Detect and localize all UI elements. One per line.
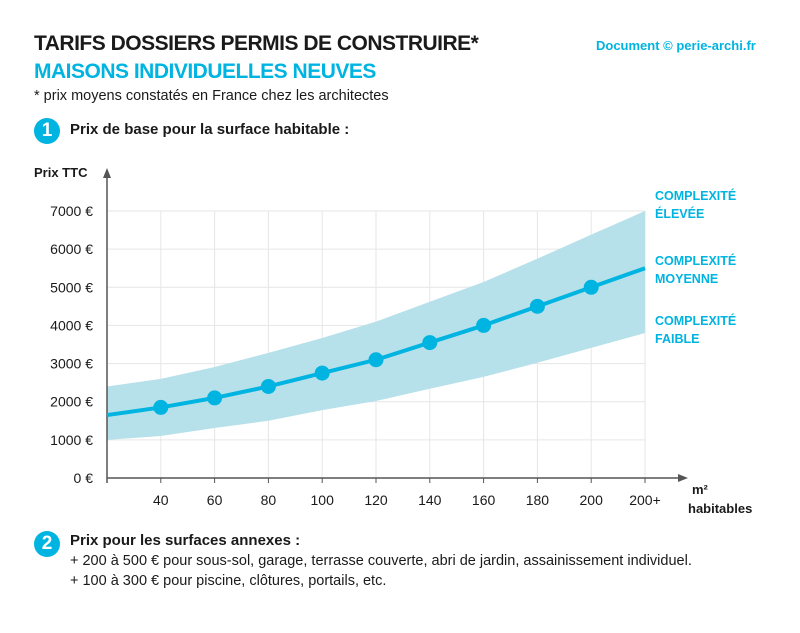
y-tick-label: 7000 €: [50, 203, 93, 219]
x-axis-arrow: [678, 474, 688, 482]
data-point: [368, 352, 384, 368]
complexity-range-band: [107, 211, 645, 440]
x-tick-label: 180: [526, 492, 550, 508]
label-complexite-moyenne: MOYENNE: [655, 272, 718, 286]
section-heading: Prix de base pour la surface habitable :: [70, 121, 350, 138]
credit: Document © perie-archi.fr: [596, 38, 756, 53]
y-axis-label: Prix TTC: [34, 165, 88, 180]
x-tick-label: 80: [261, 492, 277, 508]
data-point: [422, 335, 438, 351]
y-tick-label: 1000 €: [50, 432, 93, 448]
section-number-badge: 1: [34, 118, 60, 144]
label-complexite-faible: FAIBLE: [655, 332, 699, 346]
y-axis-arrow: [103, 168, 111, 178]
x-axis-label: habitables: [688, 501, 752, 516]
y-tick-label: 4000 €: [50, 317, 93, 333]
x-tick-label: 200: [580, 492, 604, 508]
data-point: [260, 378, 276, 394]
section-number-badge: 2: [34, 531, 60, 557]
x-tick-label: 60: [207, 492, 223, 508]
x-tick-label: 120: [364, 492, 388, 508]
page-subtitle: MAISONS INDIVIDUELLES NEUVES: [34, 60, 376, 83]
chart: 0 € 1000 € 2000 € 3000 € 4000 € 5000 € 6000 € 7…: [34, 165, 752, 516]
x-tick-label: 40: [153, 492, 169, 508]
label-complexite-faible: COMPLEXITÉ: [655, 313, 736, 328]
section-heading: Prix pour les surfaces annexes :: [70, 532, 301, 549]
label-complexite-moyenne: COMPLEXITÉ: [655, 253, 736, 268]
label-complexite-elevee: COMPLEXITÉ: [655, 188, 736, 203]
data-point: [529, 298, 545, 314]
annex-price-line: + 200 à 500 € pour sous-sol, garage, ter…: [70, 553, 692, 569]
y-tick-label: 6000 €: [50, 241, 93, 257]
y-tick-label: 3000 €: [50, 356, 93, 372]
y-tick-label: 2000 €: [50, 394, 93, 410]
x-tick-label: 200+: [629, 492, 661, 508]
x-tick-label: 140: [418, 492, 442, 508]
x-tick-label: 100: [311, 492, 335, 508]
footnote: * prix moyens constatés en France chez l…: [34, 88, 389, 104]
data-point: [583, 279, 599, 295]
x-tick-label: 160: [472, 492, 496, 508]
annex-price-line: + 100 à 300 € pour piscine, clôtures, po…: [70, 573, 387, 589]
data-point: [476, 317, 492, 333]
data-point: [314, 365, 330, 381]
label-complexite-elevee: ÉLEVÉE: [655, 206, 704, 221]
y-tick-label: 5000 €: [50, 279, 93, 295]
data-point: [207, 390, 223, 406]
y-tick-label: 0 €: [74, 470, 94, 486]
x-axis-label: m²: [692, 482, 709, 497]
page-title: TARIFS DOSSIERS PERMIS DE CONSTRUIRE*: [34, 32, 479, 55]
data-point: [153, 399, 169, 415]
